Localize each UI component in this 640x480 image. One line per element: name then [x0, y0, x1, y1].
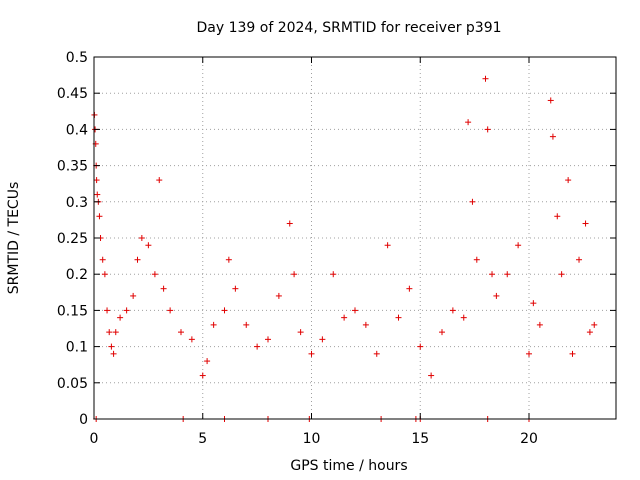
data-point	[547, 97, 554, 104]
data-point	[93, 177, 100, 184]
y-tick-label: 0.2	[66, 267, 88, 283]
data-point	[558, 271, 565, 278]
data-point	[417, 343, 424, 350]
data-point	[319, 336, 326, 343]
data-point	[117, 314, 124, 321]
data-point	[108, 343, 115, 350]
y-tick-label: 0.35	[57, 159, 88, 175]
data-point	[151, 271, 158, 278]
data-point	[582, 220, 589, 227]
x-tick-label: 0	[90, 431, 99, 447]
data-point	[591, 321, 598, 328]
data-point	[110, 350, 117, 357]
axis-ticks: 0 0.05 0.1 0.15 0.2 0.25 0.3 0.35 0.4 0.45 0.5 0 5 10…	[57, 50, 616, 447]
data-points	[91, 75, 598, 422]
data-point	[536, 321, 543, 328]
data-point	[275, 292, 282, 299]
data-point	[297, 329, 304, 336]
data-point	[428, 372, 435, 379]
data-point	[112, 329, 119, 336]
data-point	[473, 256, 480, 263]
data-point	[210, 321, 217, 328]
data-point	[286, 220, 293, 227]
x-axis-label: GPS time / hours	[290, 458, 407, 474]
data-point	[96, 213, 103, 220]
chart-title: Day 139 of 2024, SRMTID for receiver p39…	[196, 20, 501, 36]
data-point	[204, 358, 211, 365]
y-axis-label: SRMTID / TECUs	[6, 182, 22, 295]
data-point	[243, 321, 250, 328]
data-point	[484, 126, 491, 133]
x-tick-label: 5	[198, 431, 207, 447]
data-point	[160, 285, 167, 292]
data-point	[167, 307, 174, 314]
data-point	[134, 256, 141, 263]
data-point	[504, 271, 511, 278]
data-point	[101, 271, 108, 278]
data-point	[373, 350, 380, 357]
y-tick-label: 0	[79, 412, 88, 428]
data-point	[232, 285, 239, 292]
data-point	[99, 256, 106, 263]
data-point	[199, 372, 206, 379]
data-point	[145, 242, 152, 249]
data-point	[549, 133, 556, 140]
data-point	[123, 307, 130, 314]
data-point	[130, 292, 137, 299]
data-point	[352, 307, 358, 314]
data-point	[156, 177, 163, 184]
data-point	[138, 235, 145, 241]
x-tick-label: 20	[520, 431, 538, 447]
data-point	[439, 329, 445, 336]
y-tick-label: 0.15	[57, 303, 88, 319]
grid	[94, 57, 616, 419]
data-point	[482, 75, 489, 82]
data-point	[576, 256, 583, 263]
data-point	[569, 350, 576, 357]
y-tick-label: 0.25	[57, 231, 88, 247]
data-point	[221, 307, 228, 314]
data-point	[362, 321, 369, 328]
data-point	[395, 314, 402, 321]
data-point	[565, 177, 572, 184]
data-point	[469, 198, 476, 205]
data-point	[94, 191, 101, 198]
data-point	[526, 350, 532, 357]
data-point	[465, 119, 472, 126]
y-tick-label: 0.05	[57, 376, 88, 392]
data-point	[254, 343, 261, 350]
y-tick-label: 0.5	[66, 50, 88, 66]
data-point	[586, 329, 593, 336]
data-point	[188, 336, 195, 343]
data-point	[291, 271, 298, 278]
data-point	[554, 213, 561, 220]
data-point	[106, 329, 113, 336]
data-point	[178, 329, 184, 336]
y-tick-label: 0.4	[66, 122, 88, 138]
data-point	[341, 314, 348, 321]
data-point	[489, 271, 496, 278]
data-point	[515, 242, 522, 249]
data-point	[406, 285, 413, 292]
data-point	[384, 242, 391, 249]
y-tick-label: 0.1	[66, 340, 88, 356]
y-tick-label: 0.3	[66, 195, 88, 211]
x-tick-label: 15	[411, 431, 429, 447]
data-point	[449, 307, 456, 314]
data-point	[225, 256, 232, 263]
x-tick-label: 10	[303, 431, 321, 447]
data-point	[265, 336, 271, 343]
data-point	[308, 350, 315, 357]
data-point	[460, 314, 467, 321]
data-point	[104, 307, 111, 314]
data-point	[493, 292, 500, 299]
y-tick-label: 0.45	[57, 86, 88, 102]
data-point	[530, 300, 537, 307]
data-point	[330, 271, 337, 278]
